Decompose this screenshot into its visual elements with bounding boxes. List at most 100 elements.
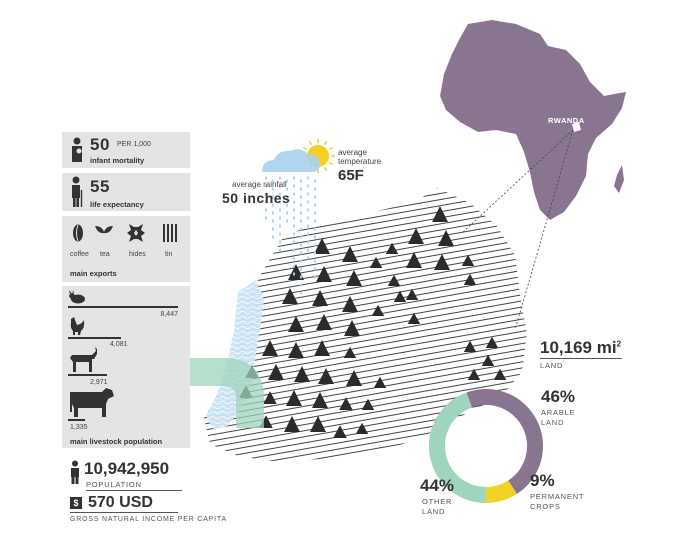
mountain-triangle — [371, 304, 385, 316]
rain-drop — [300, 235, 302, 239]
other-label-2: LAND — [422, 507, 446, 516]
livestock-goat-value: 2,971 — [90, 379, 108, 386]
rain-drop — [307, 208, 309, 212]
rain-drop — [293, 192, 295, 196]
livestock-bar-goat — [68, 374, 107, 376]
mountain-triangle — [355, 422, 369, 434]
rain-drop — [300, 267, 302, 271]
mountain-triangle — [288, 264, 304, 280]
donut-slice-arable — [466, 389, 543, 494]
lake-kivu — [206, 280, 264, 430]
mountain-triangle — [284, 416, 300, 432]
mountain-triangle — [286, 390, 302, 406]
rain-drop — [307, 184, 309, 188]
export-hides-label: hides — [129, 251, 146, 258]
export-tea-label: tea — [100, 251, 110, 258]
livestock-cow-value: 1,335 — [70, 424, 88, 431]
crops-label-1: PERMANENT — [530, 492, 585, 501]
rain-drop — [286, 219, 288, 223]
mountain-triangle — [310, 416, 326, 432]
rain-drop — [272, 219, 274, 223]
donut-slice-other — [429, 392, 487, 503]
mountain-triangle — [463, 273, 477, 285]
rain-drop — [314, 259, 316, 263]
mountain-triangle — [387, 274, 401, 286]
rain-drop — [293, 232, 295, 236]
mountain-triangle — [406, 252, 422, 268]
land-use-donut-chart — [429, 389, 543, 503]
area-superscript: 2 — [616, 339, 622, 349]
livestock-label: main livestock population — [70, 437, 163, 446]
rwanda-map — [204, 188, 527, 461]
rain-drop — [307, 192, 309, 196]
goat-icon — [70, 347, 97, 372]
livestock-bar-rabbit — [68, 306, 178, 308]
mother-child-icon — [72, 137, 82, 162]
rain-drop — [300, 187, 302, 191]
rain-drop — [286, 187, 288, 191]
crops-label-2: CROPS — [530, 502, 561, 511]
mountain-triangle — [369, 256, 383, 268]
rain-drop — [272, 235, 274, 239]
rain-drop — [300, 179, 302, 183]
rain-drop — [314, 227, 316, 231]
mountain-triangle — [312, 392, 328, 408]
rain-drop — [265, 184, 267, 188]
sun-ray — [328, 146, 334, 151]
rain-drop — [314, 203, 316, 207]
mountain-triangle — [405, 288, 419, 300]
mountain-triangle — [432, 206, 448, 222]
mountain-triangle — [263, 391, 277, 404]
mountain-triangle — [373, 376, 387, 388]
rain-drop — [307, 216, 309, 220]
rain-drop — [314, 187, 316, 191]
temperature-label-2: temperature — [338, 157, 382, 166]
mountain-triangle — [342, 296, 358, 312]
rain-drop — [272, 211, 274, 215]
arable-label-1: ARABLE — [541, 408, 576, 417]
mountain-triangle — [393, 290, 407, 302]
mountain-triangle — [262, 340, 278, 356]
cloud-icon — [262, 149, 320, 172]
rain-drop — [314, 195, 316, 199]
rain-drop — [279, 192, 281, 196]
rainfall-label: average rainfall — [232, 180, 287, 189]
rainfall-value: 50 inches — [222, 190, 291, 206]
rain-drop — [265, 216, 267, 220]
mountain-triangle — [312, 290, 328, 306]
income-label: GROSS NATURAL INCOME PER CAPITA — [70, 516, 227, 523]
rain-drop — [279, 248, 281, 252]
sun-ray — [302, 146, 308, 151]
rain-drop — [314, 275, 316, 279]
area-label: LAND — [540, 361, 564, 370]
tea-leaf-icon — [95, 226, 113, 242]
elderly-person-icon — [72, 176, 83, 207]
rain-drop — [307, 224, 309, 228]
mountain-triangle — [339, 397, 353, 410]
main-exports-panel: coffee tea hides tin main exports — [62, 216, 190, 282]
rain-drop — [286, 195, 288, 199]
rain-drop — [314, 211, 316, 215]
mountain-triangle — [438, 230, 454, 246]
mountain-triangle — [268, 364, 284, 380]
rain-drop — [293, 176, 295, 180]
mountain-triangle — [314, 238, 330, 254]
rain-drop — [272, 179, 274, 183]
rain-drop — [293, 240, 295, 244]
person-icon — [71, 460, 79, 484]
other-percent: 44% — [420, 476, 455, 495]
rain-drop — [286, 203, 288, 207]
main-exports-label: main exports — [70, 269, 117, 278]
rain-drop — [300, 291, 302, 295]
connector-line-top — [462, 129, 574, 233]
donut-slice-permanent — [485, 480, 517, 503]
rain-drop — [300, 251, 302, 255]
infant-mortality-panel: 50 PER 1,000 infant mortality — [62, 132, 190, 168]
mountain-triangle — [342, 246, 358, 262]
rain-drop — [300, 259, 302, 263]
mountain-triangle — [316, 266, 332, 282]
coffee-bean-icon — [73, 224, 83, 242]
temperature-value: 65F — [338, 167, 364, 184]
livestock-bar-cow — [68, 419, 85, 421]
